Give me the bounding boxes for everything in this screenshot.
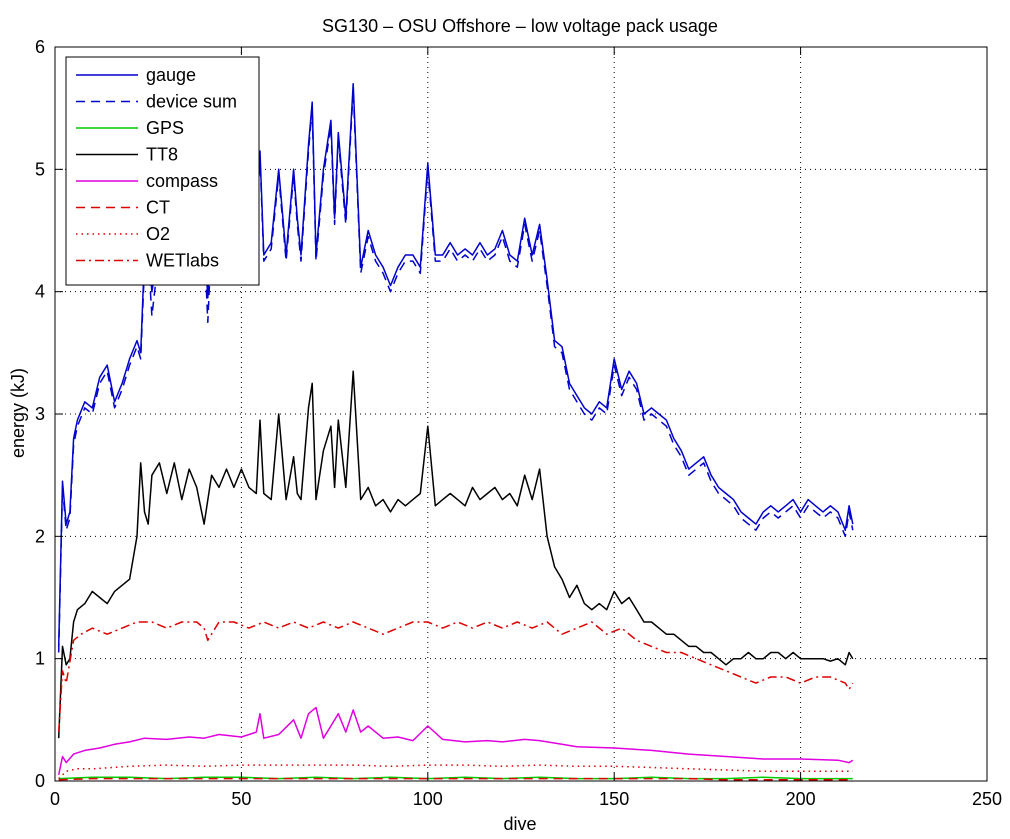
legend-label-wetlabs: WETlabs — [146, 251, 219, 271]
legend-label-o2: O2 — [146, 224, 170, 244]
x-tick-label: 0 — [50, 789, 60, 809]
chart-title: SG130 – OSU Offshore – low voltage pack … — [322, 16, 718, 36]
legend-label-ct: CT — [146, 198, 170, 218]
x-tick-label: 100 — [413, 789, 443, 809]
series-line-wetlabs — [57, 621, 854, 733]
series-line-ct — [58, 777, 853, 781]
legend-label-gps: GPS — [146, 118, 184, 138]
x-axis-label: dive — [503, 814, 536, 834]
y-axis-label: energy (kJ) — [8, 368, 28, 458]
x-tick-label: 50 — [231, 789, 251, 809]
axis-ticks: 0 50 100 150 200 250 0 1 2 3 4 5 6 — [35, 37, 1002, 809]
legend-label-device-sum: device sum — [146, 92, 237, 112]
legend-label-tt8: TT8 — [146, 145, 178, 165]
y-tick-label: 3 — [35, 404, 45, 424]
series-line-tt8 — [57, 370, 854, 739]
x-tick-label: 200 — [786, 789, 816, 809]
y-tick-label: 5 — [35, 159, 45, 179]
legend: gauge device sum GPS TT8 compass CT O2 WETlabs — [65, 56, 260, 286]
series-line-compass — [57, 706, 854, 776]
y-tick-label: 1 — [35, 649, 45, 669]
y-tick-label: 2 — [35, 526, 45, 546]
legend-label-gauge: gauge — [146, 65, 196, 85]
legend-label-compass: compass — [146, 171, 218, 191]
y-tick-label: 6 — [35, 37, 45, 57]
x-tick-label: 150 — [599, 789, 629, 809]
x-tick-label: 250 — [972, 789, 1002, 809]
y-tick-label: 0 — [35, 771, 45, 791]
legend-box — [65, 56, 260, 286]
y-tick-label: 4 — [35, 282, 45, 302]
series-line-gps — [58, 776, 853, 780]
